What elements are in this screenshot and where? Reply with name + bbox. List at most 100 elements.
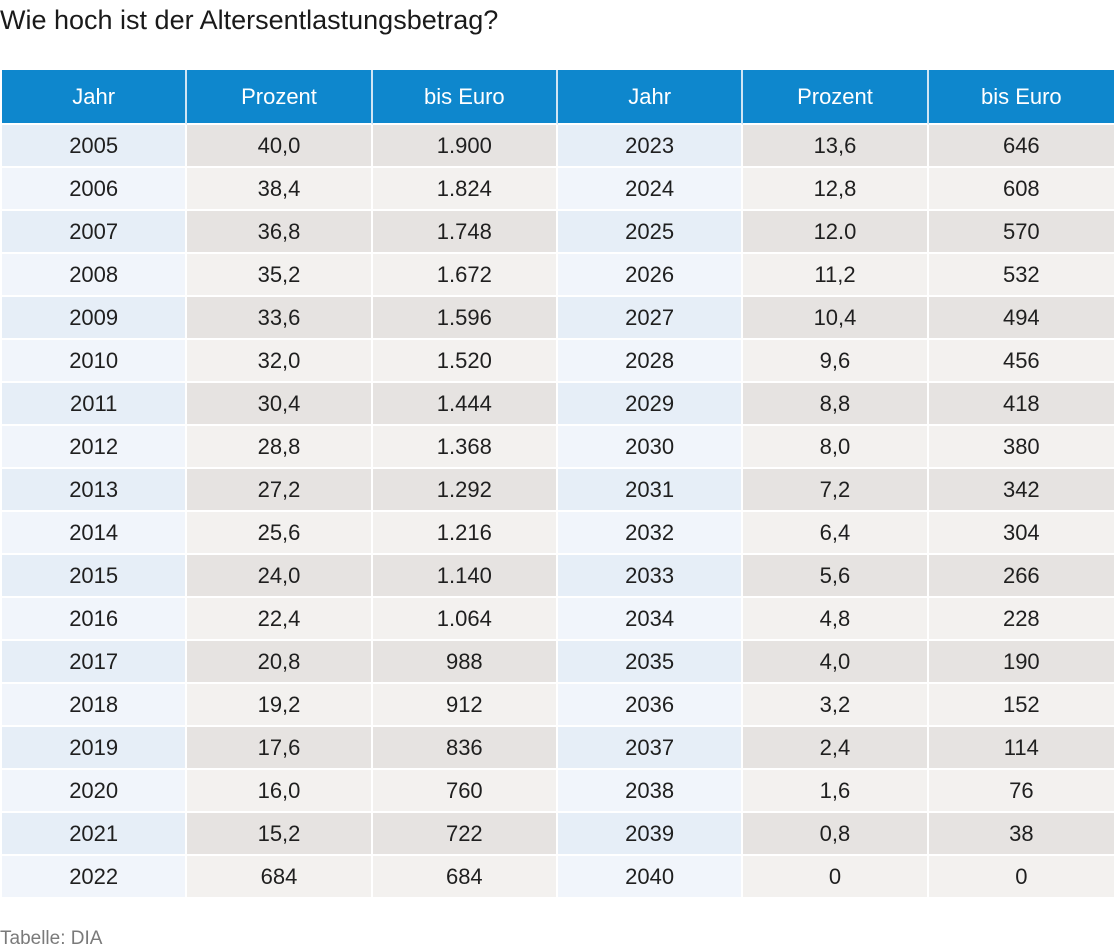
cell-bis-euro: 646 [928, 125, 1114, 168]
cell-prozent: 684 [187, 856, 373, 899]
cell-jahr: 2035 [557, 641, 744, 684]
cell-prozent: 38,4 [187, 168, 373, 211]
cell-prozent: 11,2 [743, 254, 929, 297]
cell-prozent: 16,0 [187, 770, 373, 813]
table-row: 2010 32,0 1.520 2028 9,6 456 [2, 340, 1114, 383]
cell-jahr: 2040 [557, 856, 744, 899]
cell-jahr: 2005 [2, 125, 188, 168]
table-row: 2008 35,2 1.672 2026 11,2 532 [2, 254, 1114, 297]
cell-jahr: 2013 [2, 469, 188, 512]
cell-bis-euro: 570 [928, 211, 1114, 254]
cell-bis-euro: 114 [928, 727, 1114, 770]
cell-prozent: 30,4 [187, 383, 373, 426]
table-header-row: Jahr Prozent bis Euro Jahr Prozent bis E… [2, 70, 1114, 125]
cell-bis-euro: 380 [928, 426, 1114, 469]
table-row: 2016 22,4 1.064 2034 4,8 228 [2, 598, 1114, 641]
cell-jahr: 2024 [557, 168, 744, 211]
cell-jahr: 2017 [2, 641, 188, 684]
column-header-bis-euro: bis Euro [928, 70, 1114, 125]
table-row: 2018 19,2 912 2036 3,2 152 [2, 684, 1114, 727]
cell-jahr: 2026 [557, 254, 744, 297]
cell-jahr: 2007 [2, 211, 188, 254]
cell-prozent: 7,2 [743, 469, 929, 512]
table-row: 2005 40,0 1.900 2023 13,6 646 [2, 125, 1114, 168]
cell-bis-euro: 836 [372, 727, 558, 770]
table-row: 2012 28,8 1.368 2030 8,0 380 [2, 426, 1114, 469]
cell-jahr: 2010 [2, 340, 188, 383]
cell-jahr: 2038 [557, 770, 744, 813]
cell-jahr: 2014 [2, 512, 188, 555]
cell-bis-euro: 1.596 [372, 297, 558, 340]
cell-bis-euro: 456 [928, 340, 1114, 383]
cell-prozent: 36,8 [187, 211, 373, 254]
cell-prozent: 0,8 [743, 813, 929, 856]
cell-prozent: 17,6 [187, 727, 373, 770]
cell-jahr: 2021 [2, 813, 188, 856]
cell-bis-euro: 912 [372, 684, 558, 727]
cell-prozent: 9,6 [743, 340, 929, 383]
cell-jahr: 2020 [2, 770, 188, 813]
cell-prozent: 25,6 [187, 512, 373, 555]
column-header-jahr: Jahr [2, 70, 188, 125]
cell-jahr: 2034 [557, 598, 744, 641]
cell-prozent: 1,6 [743, 770, 929, 813]
cell-bis-euro: 38 [928, 813, 1114, 856]
cell-bis-euro: 760 [372, 770, 558, 813]
cell-bis-euro: 0 [928, 856, 1114, 899]
cell-prozent: 5,6 [743, 555, 929, 598]
cell-bis-euro: 988 [372, 641, 558, 684]
cell-prozent: 4,0 [743, 641, 929, 684]
cell-prozent: 6,4 [743, 512, 929, 555]
cell-jahr: 2030 [557, 426, 744, 469]
cell-prozent: 12.0 [743, 211, 929, 254]
cell-prozent: 12,8 [743, 168, 929, 211]
cell-prozent: 32,0 [187, 340, 373, 383]
cell-jahr: 2008 [2, 254, 188, 297]
cell-bis-euro: 722 [372, 813, 558, 856]
table-row: 2021 15,2 722 2039 0,8 38 [2, 813, 1114, 856]
column-header-prozent: Prozent [743, 70, 929, 125]
cell-jahr: 2011 [2, 383, 188, 426]
cell-prozent: 19,2 [187, 684, 373, 727]
cell-jahr: 2019 [2, 727, 188, 770]
cell-prozent: 33,6 [187, 297, 373, 340]
table-row: 2014 25,6 1.216 2032 6,4 304 [2, 512, 1114, 555]
page-title: Wie hoch ist der Altersentlastungsbetrag… [0, 5, 499, 35]
cell-bis-euro: 1.444 [372, 383, 558, 426]
cell-bis-euro: 1.824 [372, 168, 558, 211]
cell-prozent: 2,4 [743, 727, 929, 770]
cell-prozent: 4,8 [743, 598, 929, 641]
cell-jahr: 2029 [557, 383, 744, 426]
table-row: 2019 17,6 836 2037 2,4 114 [2, 727, 1114, 770]
cell-jahr: 2031 [557, 469, 744, 512]
cell-jahr: 2027 [557, 297, 744, 340]
cell-bis-euro: 228 [928, 598, 1114, 641]
cell-jahr: 2018 [2, 684, 188, 727]
cell-jahr: 2032 [557, 512, 744, 555]
cell-bis-euro: 1.748 [372, 211, 558, 254]
source-note: Tabelle: DIA [0, 928, 103, 949]
cell-jahr: 2028 [557, 340, 744, 383]
cell-prozent: 20,8 [187, 641, 373, 684]
cell-bis-euro: 1.216 [372, 512, 558, 555]
column-header-bis-euro: bis Euro [372, 70, 558, 125]
table-row: 2017 20,8 988 2035 4,0 190 [2, 641, 1114, 684]
cell-prozent: 0 [743, 856, 929, 899]
cell-bis-euro: 532 [928, 254, 1114, 297]
cell-bis-euro: 608 [928, 168, 1114, 211]
cell-jahr: 2012 [2, 426, 188, 469]
cell-bis-euro: 1.520 [372, 340, 558, 383]
cell-bis-euro: 1.672 [372, 254, 558, 297]
cell-jahr: 2039 [557, 813, 744, 856]
cell-prozent: 10,4 [743, 297, 929, 340]
cell-prozent: 15,2 [187, 813, 373, 856]
cell-bis-euro: 1.900 [372, 125, 558, 168]
cell-prozent: 40,0 [187, 125, 373, 168]
cell-prozent: 3,2 [743, 684, 929, 727]
table-row: 2020 16,0 760 2038 1,6 76 [2, 770, 1114, 813]
cell-prozent: 13,6 [743, 125, 929, 168]
table-row: 2015 24,0 1.140 2033 5,6 266 [2, 555, 1114, 598]
column-header-jahr: Jahr [557, 70, 744, 125]
cell-prozent: 8,8 [743, 383, 929, 426]
cell-bis-euro: 266 [928, 555, 1114, 598]
